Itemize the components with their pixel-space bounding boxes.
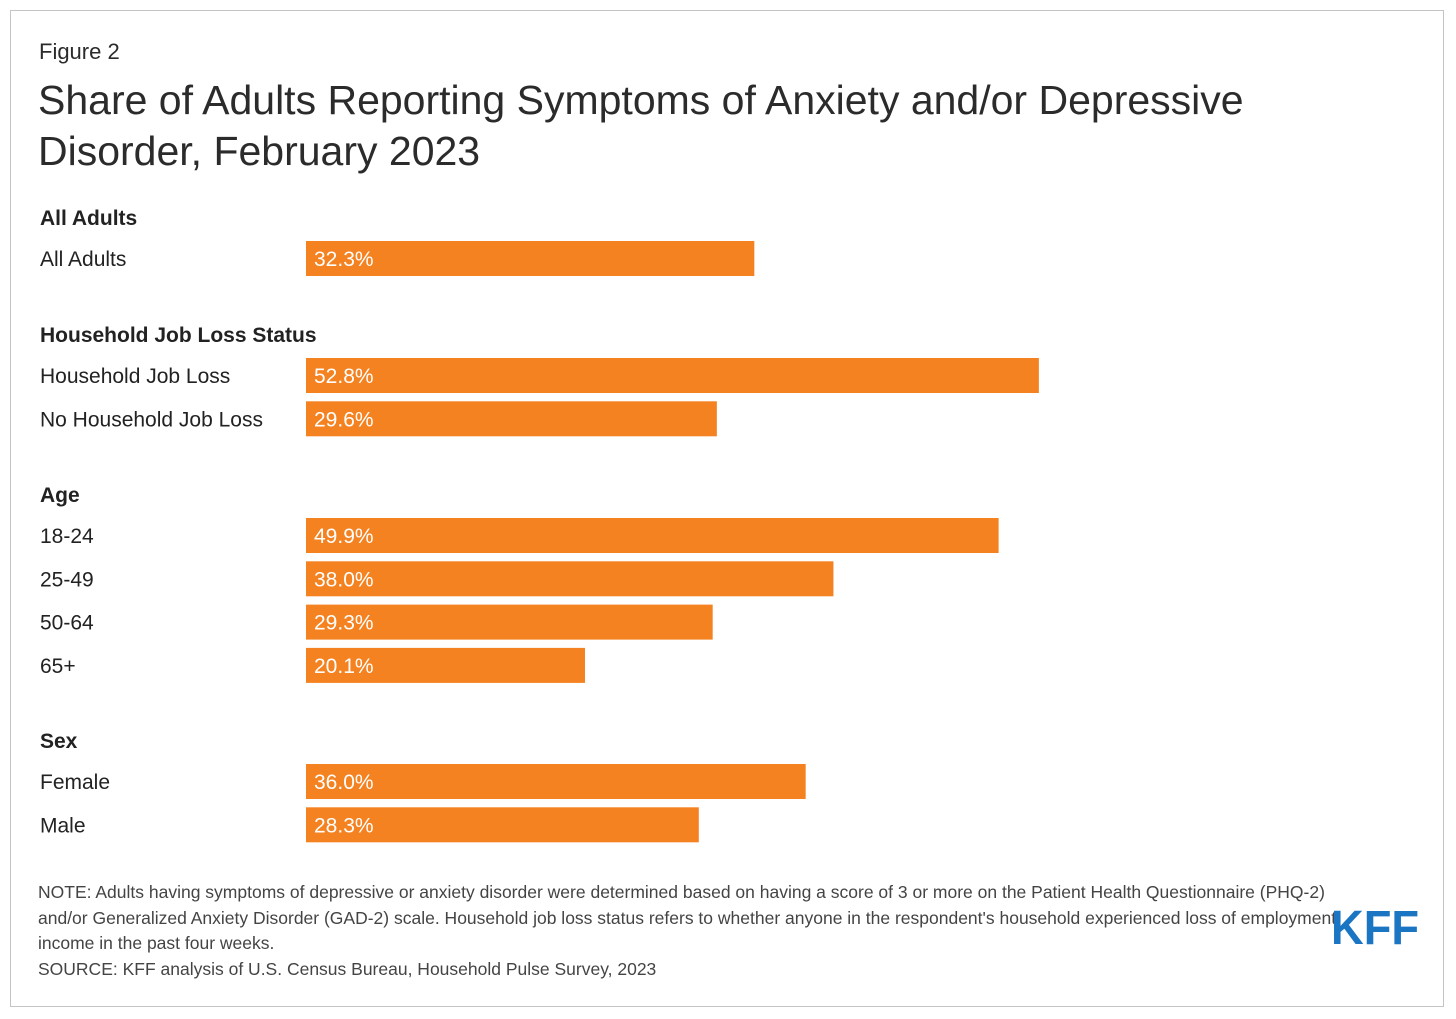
kff-logo: KFF (1331, 904, 1419, 950)
value-label-all-adults: 32.3% (314, 248, 374, 271)
logo-text: KFF (1331, 904, 1419, 950)
category-label-65-: 65+ (40, 655, 76, 678)
value-label-household-job-loss: 52.8% (314, 365, 374, 388)
bar-65- (306, 647, 585, 683)
value-label-25-49: 38.0% (314, 568, 374, 591)
bar-18-24 (306, 518, 999, 553)
value-label-65-: 20.1% (314, 655, 374, 678)
bar-chart: All Adults All Adults 32.3% Household Job L… (40, 207, 1039, 843)
category-label-no-household-job-loss: No Household Job Loss (40, 408, 263, 431)
category-label-50-64: 50-64 (40, 612, 94, 635)
bar-household-job-loss (306, 358, 1039, 393)
category-label-18-24: 18-24 (40, 525, 94, 548)
value-label-18-24: 49.9% (314, 525, 374, 548)
group-header-household-job-loss-status: Household Job Loss Status (40, 324, 317, 347)
figure-frame (10, 10, 1444, 1007)
value-label-female: 36.0% (314, 771, 374, 794)
bar-50-64 (306, 604, 713, 640)
bar-male (306, 807, 699, 843)
value-label-no-household-job-loss: 29.6% (314, 408, 374, 431)
bar-all-adults (306, 241, 755, 276)
category-label-household-job-loss: Household Job Loss (40, 365, 230, 388)
figure-label: Figure 2 (39, 39, 120, 64)
group-header-sex: Sex (40, 730, 78, 753)
bar-female (306, 764, 806, 799)
bar-25-49 (306, 561, 834, 597)
source-text: SOURCE: KFF analysis of U.S. Census Bure… (38, 958, 657, 979)
value-label-male: 28.3% (314, 814, 374, 837)
note-text: NOTE: Adults having symptoms of depressi… (38, 882, 1337, 953)
group-header-age: Age (40, 484, 80, 507)
notes-block: NOTE: Adults having symptoms of depressi… (38, 880, 1338, 982)
category-label-female: Female (40, 771, 110, 794)
chart-title: Share of Adults Reporting Symptoms of An… (38, 77, 1244, 174)
category-label-all-adults: All Adults (40, 248, 126, 271)
group-header-all-adults: All Adults (40, 207, 137, 230)
bar-no-household-job-loss (306, 401, 717, 437)
category-label-25-49: 25-49 (40, 568, 94, 591)
category-label-male: Male (40, 814, 86, 837)
value-label-50-64: 29.3% (314, 612, 374, 635)
